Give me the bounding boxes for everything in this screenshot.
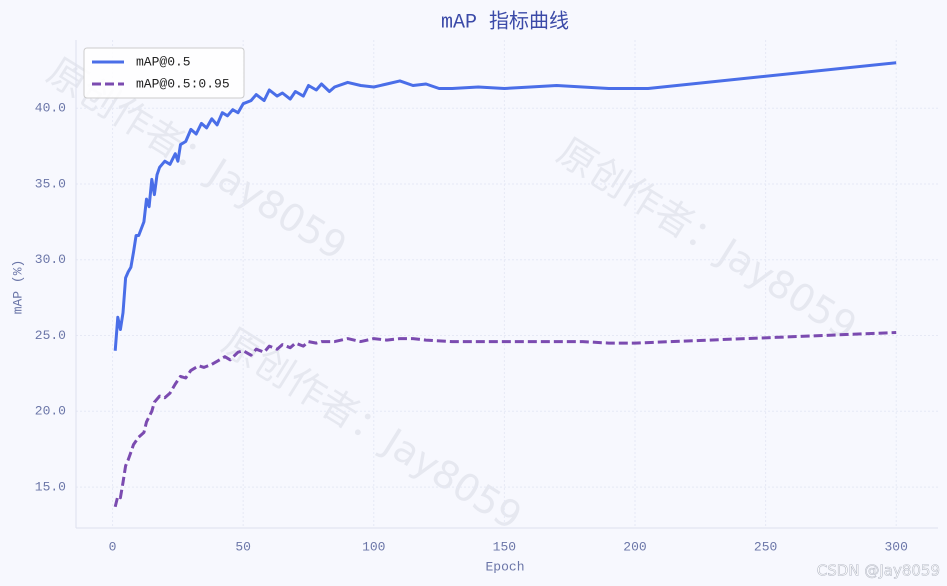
data-line [113, 61, 897, 351]
x-tick-label: 200 [623, 539, 646, 554]
x-tick-label: 0 [109, 539, 117, 554]
x-axis-label: Epoch [485, 559, 524, 574]
y-tick-label: 20.0 [35, 404, 66, 419]
legend-label: mAP@0.5 [136, 54, 191, 69]
y-axis-label: mAP (%) [10, 260, 25, 315]
y-tick-label: 25.0 [35, 328, 66, 343]
x-tick-label: 250 [754, 539, 777, 554]
data-line [113, 331, 897, 508]
y-tick-label: 15.0 [35, 480, 66, 495]
legend-label: mAP@0.5:0.95 [136, 76, 230, 91]
y-tick-label: 30.0 [35, 252, 66, 267]
chart-title: mAP 指标曲线 [441, 9, 569, 34]
y-tick-label: 40.0 [35, 101, 66, 116]
x-tick-label: 300 [885, 539, 908, 554]
credit: CSDN @Jay8059 [817, 562, 940, 580]
x-tick-label: 100 [362, 539, 385, 554]
x-tick-label: 50 [235, 539, 251, 554]
x-tick-label: 150 [493, 539, 516, 554]
y-tick-label: 35.0 [35, 176, 66, 191]
